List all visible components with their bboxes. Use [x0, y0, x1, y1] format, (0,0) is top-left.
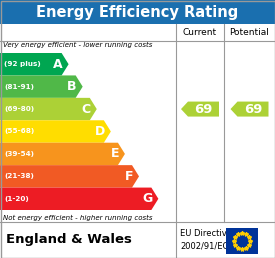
Text: G: G	[142, 192, 152, 205]
Bar	[226, 228, 258, 254]
Text: D: D	[95, 125, 105, 138]
Text: Potential: Potential	[230, 28, 270, 37]
Polygon shape	[0, 143, 125, 165]
Text: A: A	[53, 58, 63, 71]
Polygon shape	[181, 102, 219, 117]
Polygon shape	[230, 102, 268, 117]
Text: EU Directive: EU Directive	[180, 229, 232, 238]
Text: 2002/91/EC: 2002/91/EC	[180, 242, 228, 251]
Text: (21-38): (21-38)	[4, 173, 34, 179]
Text: (55-68): (55-68)	[4, 128, 34, 134]
Text: 69: 69	[194, 103, 213, 116]
Text: (92 plus): (92 plus)	[4, 61, 41, 67]
Text: Very energy efficient - lower running costs: Very energy efficient - lower running co…	[3, 42, 152, 48]
Polygon shape	[0, 75, 83, 98]
Text: (1-20): (1-20)	[4, 196, 29, 202]
Polygon shape	[0, 165, 139, 188]
Polygon shape	[0, 120, 111, 143]
Text: Not energy efficient - higher running costs: Not energy efficient - higher running co…	[3, 215, 153, 221]
Polygon shape	[0, 188, 158, 210]
Text: Energy Efficiency Rating: Energy Efficiency Rating	[36, 4, 239, 20]
Text: E: E	[111, 147, 119, 160]
Text: (81-91): (81-91)	[4, 84, 34, 90]
Text: Current: Current	[183, 28, 217, 37]
Text: 69: 69	[244, 103, 262, 116]
Polygon shape	[0, 98, 97, 120]
Polygon shape	[0, 53, 68, 75]
Text: C: C	[82, 103, 91, 116]
Text: (39-54): (39-54)	[4, 151, 34, 157]
Text: B: B	[67, 80, 77, 93]
Text: F: F	[125, 170, 133, 183]
Text: England & Wales: England & Wales	[6, 233, 132, 246]
Text: (69-80): (69-80)	[4, 106, 34, 112]
Bar	[0, 0, 275, 24]
